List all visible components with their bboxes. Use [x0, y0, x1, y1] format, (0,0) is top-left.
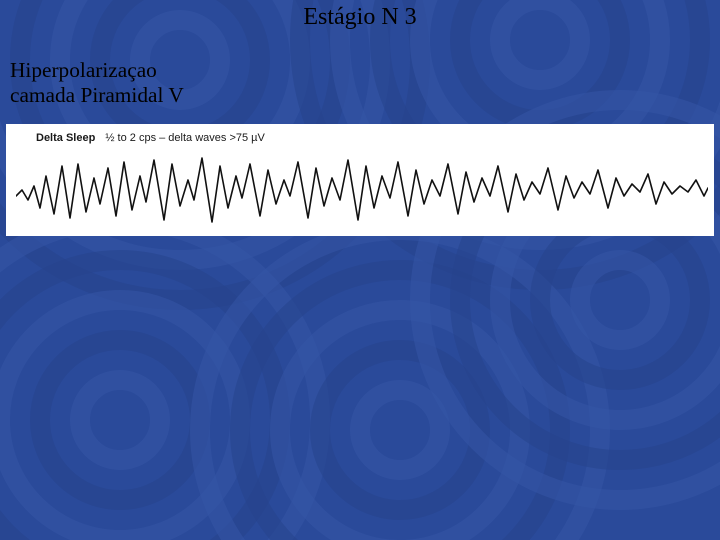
eeg-waveform-chart [16, 146, 708, 232]
subtitle-text: Hiperpolarizaçao camada Piramidal V [10, 58, 184, 107]
slide-root: Estágio N 3 Hiperpolarizaçao camada Pira… [0, 0, 720, 540]
eeg-caption-bold: Delta Sleep [36, 132, 95, 144]
eeg-caption-light: ½ to 2 cps – delta waves >75 µV [105, 132, 265, 144]
page-title: Estágio N 3 [0, 4, 720, 31]
eeg-waveform-line [16, 158, 708, 222]
eeg-caption: Delta Sleep ½ to 2 cps – delta waves >75 … [36, 132, 265, 144]
